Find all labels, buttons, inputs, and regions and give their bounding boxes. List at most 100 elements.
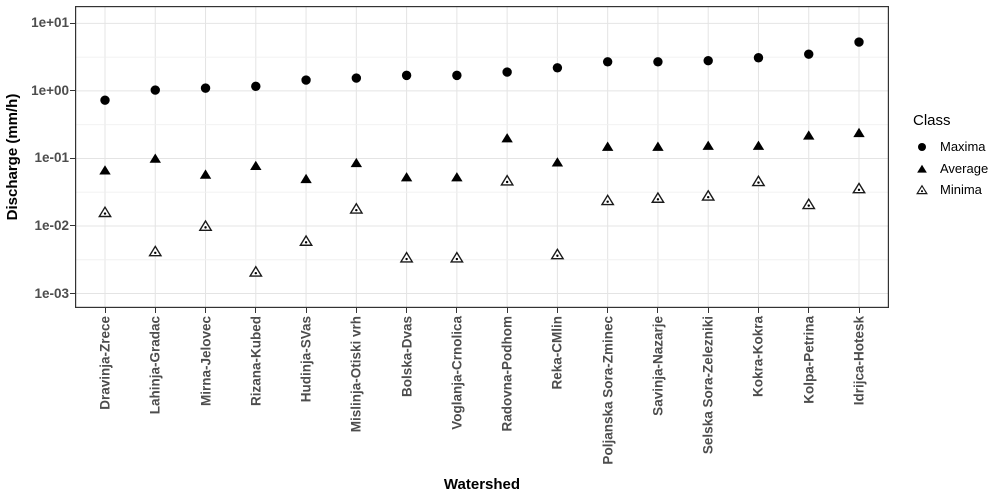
- point-average-Mirna-Jelovec: [199, 169, 212, 179]
- x-axis-title: Watershed: [443, 476, 521, 493]
- y-tick-label: 1e+00: [31, 82, 69, 98]
- point-average-Bolska-Dvas: [400, 172, 413, 182]
- point-minima-Kolpa-Petrina: [801, 197, 816, 210]
- point-maxima-Rizana-Kubed: [251, 81, 261, 92]
- point-average-Hudinja-SVas: [300, 173, 312, 184]
- x-tick-mark: [607, 308, 609, 313]
- y-tick-mark: [70, 157, 75, 159]
- point-minima-Bolska-Dvas: [399, 251, 414, 263]
- point-maxima-Selska Sora-Zelezniki: [703, 56, 713, 66]
- x-tick-mark: [355, 308, 357, 313]
- legend-key-average: [917, 164, 927, 173]
- point-average-Kokra-Kokra: [752, 140, 765, 150]
- x-tick-mark: [506, 308, 508, 313]
- point-minima-Idrijca-Hotesk: [852, 182, 866, 194]
- x-tick-mark: [556, 308, 558, 313]
- point-average-Radovna-Podhom: [501, 133, 513, 143]
- point-maxima-Mirna-Jelovec: [200, 83, 211, 93]
- panel-border: [75, 6, 889, 308]
- open-triangle-dot-icon: [916, 184, 928, 195]
- point-minima-Kokra-Kokra: [751, 174, 766, 187]
- point-average-Idrijca-Hotesk: [853, 127, 865, 138]
- x-tick-mark: [255, 308, 257, 313]
- point-average-Mislinja-Otiski vrh: [350, 157, 363, 168]
- x-tick-label-kolpa-petrina: Kolpa-Petrina: [801, 316, 817, 404]
- point-maxima-Kokra-Kokra: [753, 53, 764, 63]
- x-tick-mark: [456, 308, 458, 313]
- x-tick-label-bolska-dvas: Bolska-Dvas: [399, 316, 415, 398]
- point-minima-Selska Sora-Zelezniki: [701, 189, 716, 201]
- point-maxima-Savinja-Nazarje: [653, 57, 663, 67]
- y-tick-mark: [70, 225, 75, 227]
- y-tick-mark: [70, 293, 75, 294]
- point-maxima-Radovna-Podhom: [502, 67, 512, 77]
- x-tick-mark: [154, 308, 156, 313]
- y-tick-label: 1e-01: [34, 150, 69, 166]
- x-tick-label-dravinja-zrece: Dravinja-Zrece: [97, 316, 113, 410]
- y-tick-mark: [70, 90, 75, 92]
- point-minima-Lahinja-Gradac: [148, 245, 163, 257]
- x-tick-label-voglanja-crnolica: Voglanja-Crnolica: [449, 316, 465, 430]
- y-tick-mark: [70, 22, 75, 24]
- point-average-Selska Sora-Zelezniki: [702, 140, 714, 150]
- point-minima-Voglanja-Crnolica: [449, 251, 464, 263]
- x-tick-mark: [808, 308, 810, 313]
- point-minima-Mirna-Jelovec: [198, 219, 213, 231]
- x-tick-label-reka-cmlin: Reka-CMlin: [549, 316, 565, 390]
- x-tick-mark: [205, 308, 207, 313]
- point-average-Savinja-Nazarje: [652, 141, 664, 151]
- panel-background: [75, 6, 889, 308]
- y-axis-title: Discharge (mm/h): [4, 93, 21, 221]
- x-tick-label-mirna-jelovec: Mirna-Jelovec: [198, 316, 214, 407]
- point-minima-Radovna-Podhom: [500, 174, 515, 186]
- filled-triangle-icon: [917, 164, 927, 173]
- point-maxima-Lahinja-Gradac: [150, 85, 160, 95]
- x-tick-label-kokra-kokra: Kokra-Kokra: [750, 316, 766, 398]
- x-tick-mark: [707, 308, 709, 313]
- legend-item-average: Average: [899, 158, 994, 180]
- y-tick-label: 1e+01: [31, 15, 69, 31]
- point-maxima-Mislinja-Otiski vrh: [351, 73, 362, 83]
- legend-label: Maxima: [940, 139, 986, 154]
- legend: Class Maxima Average Minima: [899, 108, 994, 208]
- point-average-Poljanska Sora-Zminec: [601, 141, 614, 151]
- x-tick-mark: [406, 308, 408, 313]
- x-tick-label-mislinja-otiski-vrh: Mislinja-Otiski vrh: [348, 316, 364, 433]
- x-tick-mark: [757, 308, 759, 313]
- x-tick-label-lahinja-gradac: Lahinja-Gradac: [147, 316, 163, 415]
- point-maxima-Reka-CMlin: [552, 63, 563, 73]
- legend-label: Average: [940, 160, 989, 176]
- point-maxima-Bolska-Dvas: [401, 70, 412, 81]
- point-maxima-Idrijca-Hotesk: [854, 37, 864, 47]
- legend-key-maxima: [918, 143, 926, 151]
- point-minima-Dravinja-Zrece: [98, 205, 112, 218]
- legend-item-minima: Minima: [899, 179, 994, 201]
- x-tick-mark: [657, 308, 659, 313]
- point-minima-Reka-CMlin: [550, 248, 565, 260]
- legend-title: Class: [913, 112, 951, 129]
- point-maxima-Dravinja-Zrece: [100, 95, 110, 105]
- point-maxima-Voglanja-Crnolica: [452, 70, 462, 81]
- plot-panel: [75, 6, 889, 308]
- x-tick-mark: [858, 308, 860, 313]
- point-average-Rizana-Kubed: [250, 160, 262, 171]
- point-average-Voglanja-Crnolica: [451, 172, 463, 182]
- point-minima-Poljanska Sora-Zminec: [600, 193, 615, 206]
- point-maxima-Hudinja-SVas: [301, 75, 311, 85]
- x-tick-label-hudinja-svas: Hudinja-SVas: [298, 316, 314, 403]
- x-tick-mark: [104, 308, 106, 313]
- point-minima-Hudinja-SVas: [299, 234, 314, 246]
- x-tick-label-rizana-kubed: Rizana-Kubed: [248, 316, 264, 407]
- y-tick-label: 1e-03: [34, 285, 69, 301]
- point-average-Kolpa-Petrina: [803, 130, 815, 140]
- point-maxima-Poljanska Sora-Zminec: [602, 57, 613, 67]
- x-tick-label-selska-sora-zelezniki: Selska Sora-Zelezniki: [700, 316, 716, 455]
- point-average-Lahinja-Gradac: [149, 153, 161, 163]
- x-tick-label-idrijca-hotesk: Idrijca-Hotesk: [851, 316, 867, 406]
- point-average-Dravinja-Zrece: [99, 165, 111, 175]
- x-tick-label-poljanska-sora-zminec: Poljanska Sora-Zminec: [600, 316, 616, 465]
- point-average-Reka-CMlin: [551, 157, 564, 167]
- x-tick-mark: [305, 308, 307, 313]
- x-tick-label-savinja-nazarje: Savinja-Nazarje: [650, 316, 666, 416]
